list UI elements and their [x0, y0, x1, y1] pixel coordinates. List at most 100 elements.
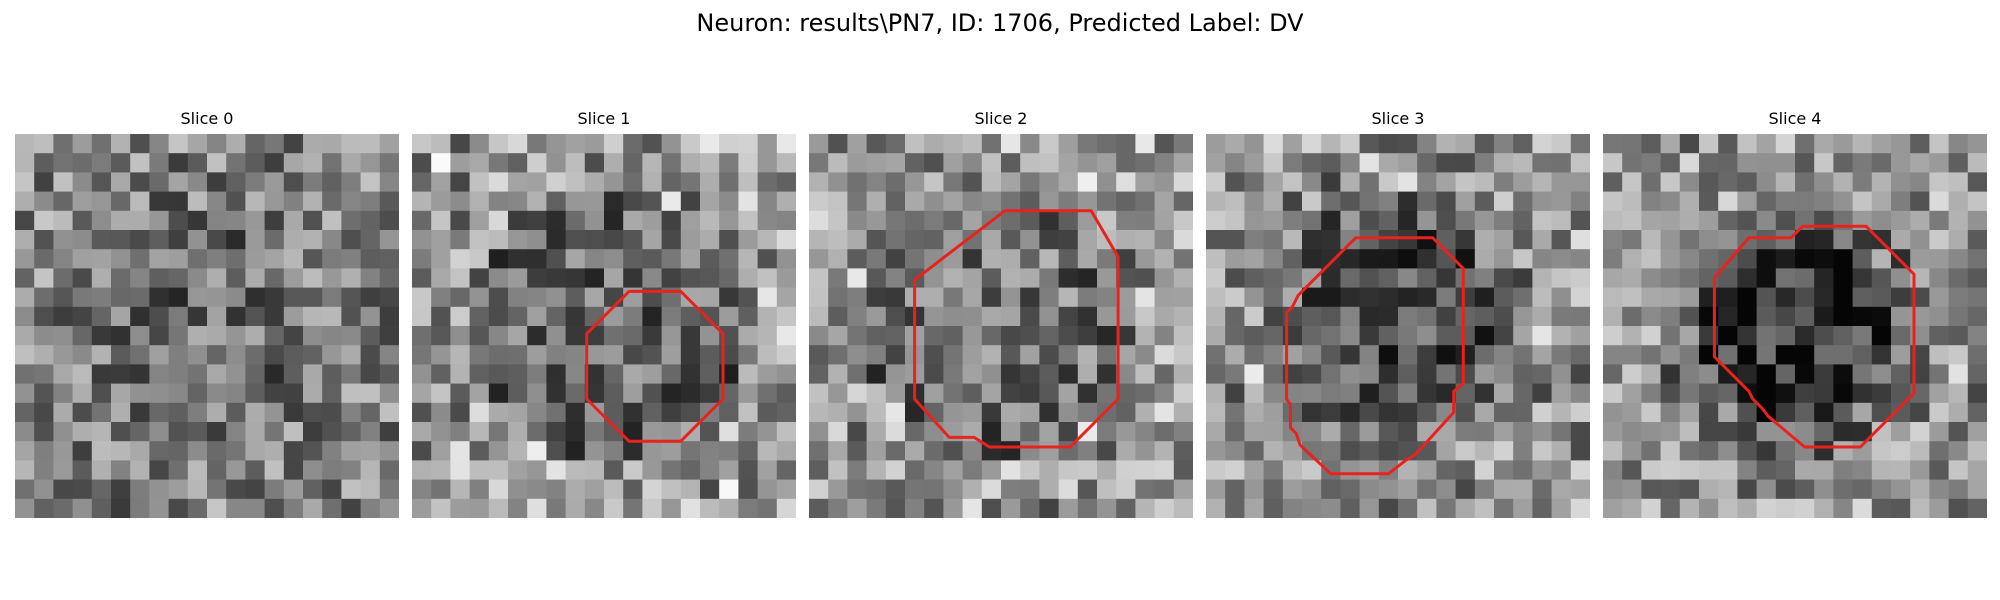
image-pixel [642, 479, 662, 500]
image-pixel [1436, 479, 1456, 500]
image-pixel [322, 402, 342, 423]
image-pixel [1116, 191, 1136, 212]
image-pixel [34, 306, 54, 327]
image-pixel [1359, 345, 1380, 365]
image-pixel [1378, 172, 1399, 192]
image-pixel [1154, 441, 1175, 461]
image-pixel [1775, 479, 1796, 500]
image-pixel [1967, 306, 1987, 327]
image-pixel [283, 460, 304, 480]
image-pixel [431, 460, 451, 480]
image-pixel [1679, 345, 1700, 365]
image-pixel [187, 230, 208, 250]
image-pixel [1282, 460, 1303, 480]
image-pixel [1775, 172, 1796, 192]
image-pixel [1551, 230, 1572, 250]
image-pixel [1871, 345, 1892, 365]
image-pixel [187, 402, 208, 423]
image-pixel [1603, 306, 1623, 327]
image-pixel [1340, 383, 1360, 404]
image-pixel [546, 306, 566, 327]
image-pixel [283, 326, 304, 346]
image-pixel [450, 460, 470, 480]
image-pixel [1641, 153, 1661, 173]
image-pixel [809, 441, 829, 461]
image-pixel [1321, 422, 1341, 442]
image-pixel [303, 306, 323, 327]
image-pixel [1775, 191, 1796, 212]
image-pixel [1699, 460, 1719, 480]
image-pixel [1244, 210, 1264, 231]
image-pixel [738, 134, 758, 154]
image-pixel [1302, 249, 1322, 269]
image-pixel [1795, 402, 1815, 423]
image-pixel [1737, 210, 1757, 231]
image-pixel [1910, 172, 1930, 192]
image-pixel [1513, 402, 1533, 423]
image-pixel [431, 249, 451, 269]
image-pixel [1570, 326, 1590, 346]
image-pixel [527, 441, 547, 461]
image-pixel [776, 422, 796, 442]
image-pixel [245, 402, 265, 423]
image-pixel [700, 153, 720, 173]
image-pixel [1039, 441, 1059, 461]
image-pixel [1891, 479, 1911, 500]
image-pixel [1097, 441, 1117, 461]
image-pixel [527, 153, 547, 173]
image-pixel [1603, 326, 1623, 346]
image-pixel [1359, 479, 1380, 500]
image-pixel [245, 498, 265, 518]
image-pixel [1929, 153, 1949, 173]
image-pixel [1020, 422, 1040, 442]
image-pixel [981, 402, 1002, 423]
image-pixel [1244, 402, 1264, 423]
image-pixel [661, 306, 682, 327]
image-pixel [341, 422, 361, 442]
image-pixel [1020, 230, 1040, 250]
image-pixel [757, 172, 778, 192]
image-pixel [1097, 191, 1117, 212]
image-pixel [72, 210, 93, 231]
image-pixel [719, 172, 739, 192]
image-pixel [1340, 498, 1360, 518]
image-pixel [1001, 383, 1021, 404]
image-pixel [1871, 383, 1892, 404]
image-pixel [53, 287, 73, 308]
image-pixel [584, 230, 605, 250]
image-pixel [91, 249, 112, 269]
image-pixel [431, 364, 451, 384]
image-pixel [776, 460, 796, 480]
image-pixel [776, 134, 796, 154]
image-pixel [847, 422, 867, 442]
image-pixel [341, 210, 361, 231]
image-pixel [1929, 441, 1949, 461]
image-pixel [303, 153, 323, 173]
image-pixel [1929, 134, 1949, 154]
image-pixel [130, 134, 150, 154]
image-pixel [322, 345, 342, 365]
image-pixel [866, 441, 887, 461]
image-pixel [1891, 172, 1911, 192]
image-pixel [1622, 306, 1642, 327]
image-pixel [1929, 287, 1949, 308]
image-pixel [1135, 191, 1155, 212]
image-pixel [168, 191, 189, 212]
image-pixel [1679, 134, 1700, 154]
image-pixel [360, 326, 381, 346]
image-pixel [1737, 498, 1757, 518]
image-pixel [642, 460, 662, 480]
image-pixel [1039, 210, 1059, 231]
image-pixel [680, 249, 701, 269]
image-pixel [738, 268, 758, 288]
image-pixel [981, 326, 1002, 346]
image-pixel [1570, 460, 1590, 480]
image-pixel [1948, 326, 1969, 346]
image-pixel [546, 210, 566, 231]
image-pixel [1929, 383, 1949, 404]
image-pixel [450, 479, 470, 500]
image-pixel [15, 134, 35, 154]
image-pixel [1116, 306, 1136, 327]
image-pixel [1570, 191, 1590, 212]
image-pixel [1622, 326, 1642, 346]
